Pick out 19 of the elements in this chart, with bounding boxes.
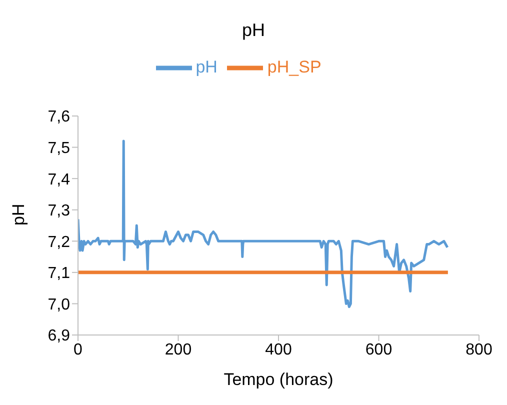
x-axis-title: Tempo (horas) — [224, 370, 334, 389]
y-tick-label: 7,6 — [48, 108, 70, 126]
y-axis-title: pH — [240, 19, 266, 42]
y-tick-label: 7,5 — [48, 140, 70, 157]
x-tick-label: 800 — [466, 341, 492, 358]
text: pH — [9, 204, 28, 226]
y-tick-label: 7,2 — [48, 234, 70, 251]
x-tick-label: 400 — [265, 341, 292, 358]
y-tick-label: 6,9 — [48, 328, 70, 345]
y-tick-label: 7,4 — [48, 171, 70, 188]
x-tick-label: 0 — [74, 341, 83, 358]
legend-label: pH_SP — [267, 57, 322, 76]
y-tick-label: 7,1 — [48, 265, 70, 282]
x-tick-label: 200 — [164, 341, 192, 358]
x-tick-label: 600 — [365, 341, 392, 358]
y-tick-label: 7,3 — [48, 202, 70, 220]
line-series — [78, 140, 449, 308]
y-tick-label: 7,0 — [48, 296, 70, 314]
legend-label: pH — [196, 57, 218, 76]
